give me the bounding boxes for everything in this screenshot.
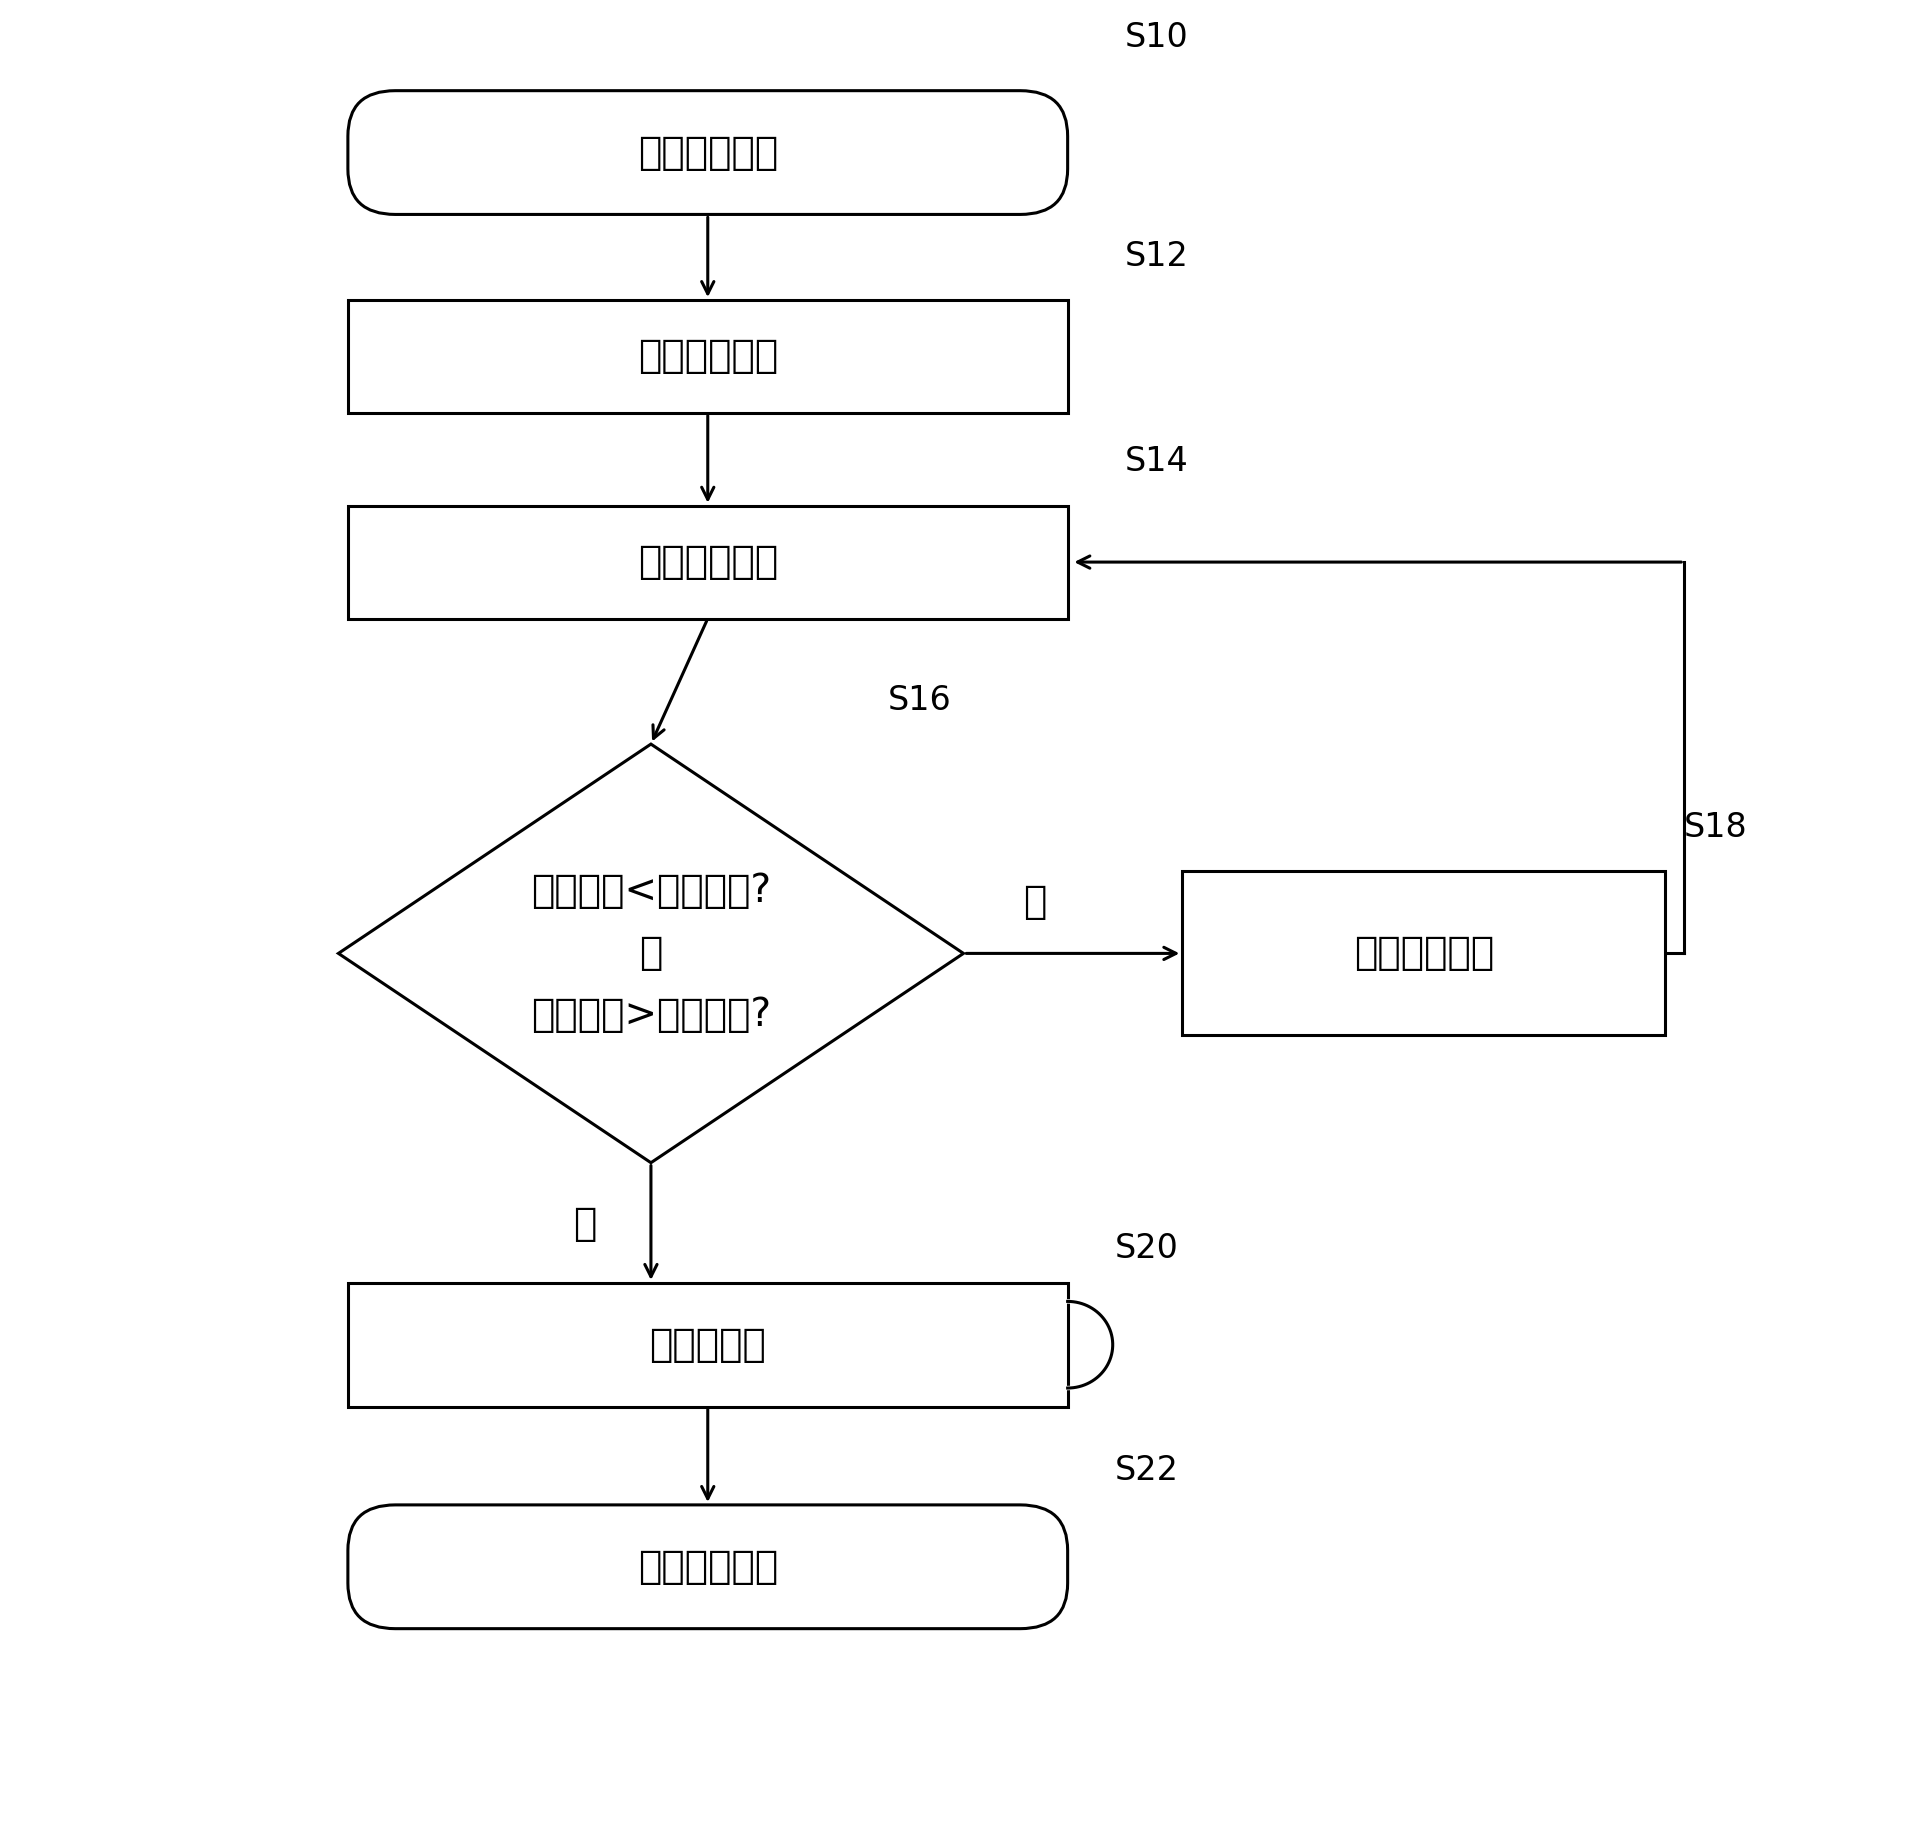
FancyBboxPatch shape <box>347 90 1068 215</box>
Text: S20: S20 <box>1114 1232 1179 1265</box>
Text: 进入操作系统: 进入操作系统 <box>637 134 778 172</box>
Text: 叫出操作介面: 叫出操作介面 <box>637 337 778 376</box>
Bar <box>1182 871 1665 1036</box>
Text: S22: S22 <box>1114 1454 1179 1487</box>
Text: 否: 否 <box>572 1205 597 1243</box>
Text: 目前转速<预设转速?
或
目前温度>预设温度?: 目前转速<预设转速? 或 目前温度>预设温度? <box>530 873 770 1034</box>
Text: 是: 是 <box>1022 882 1047 921</box>
Text: 调整风扇转速: 调整风扇转速 <box>637 543 778 581</box>
Text: S10: S10 <box>1123 22 1188 55</box>
Bar <box>347 1282 1068 1407</box>
Text: S14: S14 <box>1123 446 1188 479</box>
Text: S18: S18 <box>1684 811 1747 844</box>
Bar <box>347 301 1068 413</box>
Text: S16: S16 <box>887 684 952 717</box>
Text: 变更风扇转速: 变更风扇转速 <box>637 1548 778 1586</box>
Text: S12: S12 <box>1123 240 1188 273</box>
Text: 储存设定值: 储存设定值 <box>648 1326 767 1364</box>
Text: 显示警示讯息: 显示警示讯息 <box>1352 934 1493 972</box>
FancyBboxPatch shape <box>347 1506 1068 1629</box>
Polygon shape <box>338 745 963 1163</box>
Bar <box>347 506 1068 618</box>
